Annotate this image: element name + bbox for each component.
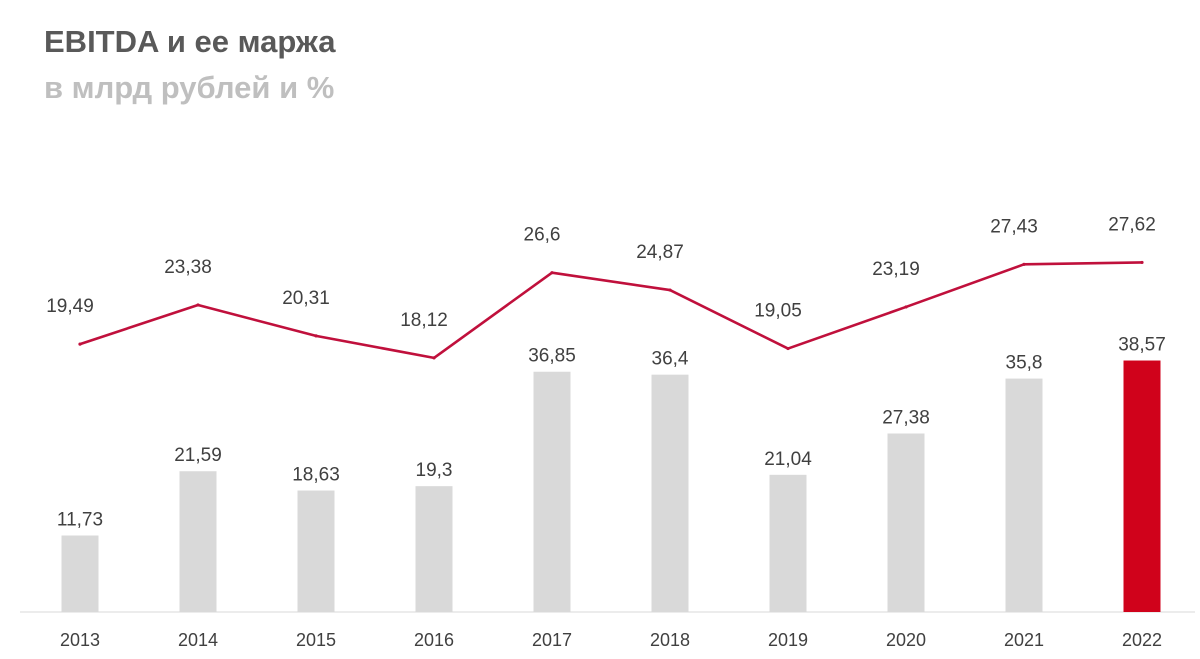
chart-title: EBITDA и ее маржа: [44, 24, 336, 59]
line-labels: 19,49 23,38 20,31 18,12 26,6 24,87 19,05 23,19 2…: [46, 214, 1156, 360]
margin-label-2017: 26,6: [524, 225, 561, 246]
bar-label-2020: 27,38: [882, 407, 930, 428]
margin-point-2018: [668, 288, 672, 292]
bar-2020: [887, 433, 925, 612]
margin-point-2013: [78, 342, 82, 346]
margin-point-2019: [786, 346, 790, 351]
x-tick-2016: 2016: [414, 630, 454, 650]
margin-point-2020: [904, 305, 908, 309]
x-tick-2018: 2018: [650, 630, 690, 650]
bar-label-2017: 36,85: [528, 346, 576, 367]
bar-label-2021: 35,8: [1006, 353, 1043, 374]
bar-labels: 11,73 21,59 18,63 19,3 36,85 36,4 21,04 27,38 35…: [57, 335, 1166, 531]
margin-point-2021: [1022, 262, 1026, 266]
bar-2022: [1123, 360, 1161, 612]
x-tick-2020: 2020: [886, 630, 926, 650]
bar-label-2018: 36,4: [652, 349, 689, 370]
bar-label-2014: 21,59: [174, 445, 222, 466]
margin-label-2013: 19,49: [46, 296, 94, 317]
x-tick-2015: 2015: [296, 630, 336, 650]
bar-2018: [651, 374, 689, 612]
bar-2016: [415, 486, 453, 612]
bar-2019: [769, 474, 807, 612]
margin-label-2022: 27,62: [1108, 214, 1156, 235]
bar-label-2016: 19,3: [416, 460, 453, 481]
bar-2021: [1005, 378, 1043, 612]
bar-label-2015: 18,63: [292, 465, 340, 486]
x-tick-2014: 2014: [178, 630, 218, 650]
x-tick-2021: 2021: [1004, 630, 1044, 650]
bar-2017: [533, 371, 571, 612]
margin-point-2015: [314, 334, 318, 338]
bar-label-2022: 38,57: [1118, 335, 1166, 356]
bar-label-2019: 21,04: [764, 449, 812, 470]
chart-subtitle: в млрд рублей и %: [44, 70, 335, 105]
x-tick-2013: 2013: [60, 630, 100, 650]
x-tick-2022: 2022: [1122, 630, 1162, 650]
margin-point-2014: [196, 303, 200, 307]
x-axis-ticks: 2013 2014 2015 2016 2017 2018 2019 2020 2021 2022: [60, 630, 1162, 650]
margin-label-2018: 24,87: [636, 242, 684, 263]
margin-point-2017: [550, 271, 554, 275]
bar-series: [61, 360, 1161, 612]
margin-label-2020: 23,19: [872, 259, 920, 280]
margin-label-2015: 20,31: [282, 288, 330, 309]
margin-label-2021: 27,43: [990, 216, 1038, 237]
bar-2015: [297, 490, 335, 612]
margin-point-2022: [1140, 260, 1144, 265]
margin-label-2014: 23,38: [164, 257, 212, 278]
x-tick-2019: 2019: [768, 630, 808, 650]
margin-point-2016: [432, 356, 436, 360]
x-tick-2017: 2017: [532, 630, 572, 650]
bar-2013: [61, 535, 99, 612]
margin-line: [79, 261, 1143, 360]
bar-label-2013: 11,73: [57, 510, 103, 531]
bar-2014: [179, 471, 217, 612]
margin-label-2019: 19,05: [754, 301, 802, 322]
margin-label-2016: 18,12: [400, 310, 448, 331]
